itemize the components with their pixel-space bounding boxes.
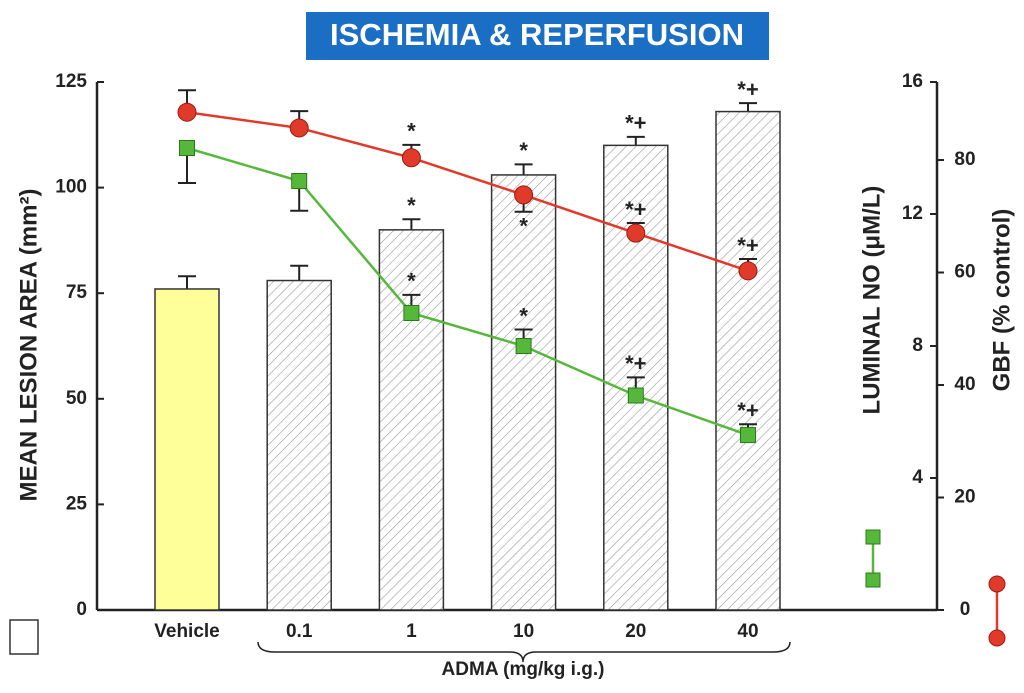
- bar: [378, 229, 445, 611]
- y3-tick-label: 40: [954, 374, 975, 395]
- y2-axis-label: LUMINAL NO (μM/L): [858, 186, 885, 415]
- legend-bar-icon: [9, 619, 39, 655]
- x-tick-label: 20: [625, 621, 646, 642]
- y3-tick-label: 0: [960, 599, 971, 620]
- point: [738, 261, 758, 281]
- y3-tick-label: 20: [954, 487, 975, 508]
- y-tick-label: 100: [55, 177, 87, 198]
- y2-tick-label: 12: [902, 203, 923, 224]
- bar: [154, 288, 220, 611]
- series-line: [186, 110, 749, 273]
- point: [740, 427, 756, 444]
- y3-tick-label: 60: [954, 262, 975, 283]
- significance-label: *: [407, 269, 416, 294]
- significance-label: *+: [737, 77, 758, 102]
- y-tick-label: 0: [76, 599, 87, 620]
- title-box: [306, 12, 769, 60]
- point: [403, 305, 420, 321]
- point: [289, 118, 309, 138]
- point: [401, 148, 421, 168]
- significance-label: *: [519, 214, 528, 239]
- y-tick-label: 125: [55, 71, 87, 92]
- bar: [490, 174, 557, 611]
- significance-label: *+: [625, 351, 646, 376]
- significance-label: *: [407, 193, 416, 218]
- significance-label: *: [519, 138, 528, 163]
- y-tick-label: 75: [66, 282, 88, 303]
- y-tick-label: 50: [66, 388, 87, 409]
- significance-label: *+: [737, 233, 758, 258]
- point: [514, 185, 534, 205]
- significance-label: *+: [737, 398, 758, 423]
- point: [179, 140, 195, 156]
- y2-tick-label: 4: [912, 467, 923, 488]
- y-tick-label: 25: [66, 493, 88, 514]
- significance-label: *: [519, 303, 528, 328]
- legend-green-icon: [865, 529, 881, 588]
- y-axis-label: MEAN LESION AREA (mm²): [15, 189, 42, 502]
- x-tick-label: 0.1: [286, 621, 313, 642]
- point: [515, 338, 532, 354]
- brace: [257, 641, 791, 663]
- point: [626, 223, 646, 243]
- x-tick-label: 1: [406, 621, 417, 642]
- significance-label: *+: [625, 197, 646, 222]
- point: [177, 102, 197, 122]
- point: [291, 173, 308, 189]
- bar: [266, 279, 332, 611]
- chart-title: ISCHEMIA & REPERFUSION: [330, 17, 744, 52]
- bar: [715, 110, 781, 611]
- y2-tick-label: 8: [912, 335, 923, 356]
- y3-tick-label: 80: [954, 149, 975, 170]
- y3-axis-label: GBF (% control): [988, 209, 1015, 392]
- x-tick-label: 10: [513, 621, 534, 642]
- x-tick-label: 40: [737, 621, 758, 642]
- legend-red-icon: [988, 575, 1006, 647]
- point: [627, 387, 644, 404]
- significance-label: *+: [625, 111, 646, 136]
- x-tick-label: Vehicle: [154, 621, 220, 642]
- x-axis-label: ADMA (mg/kg i.g.): [442, 659, 605, 680]
- y2-tick-label: 16: [902, 71, 923, 92]
- significance-label: *: [407, 119, 416, 144]
- series-line: [186, 146, 749, 437]
